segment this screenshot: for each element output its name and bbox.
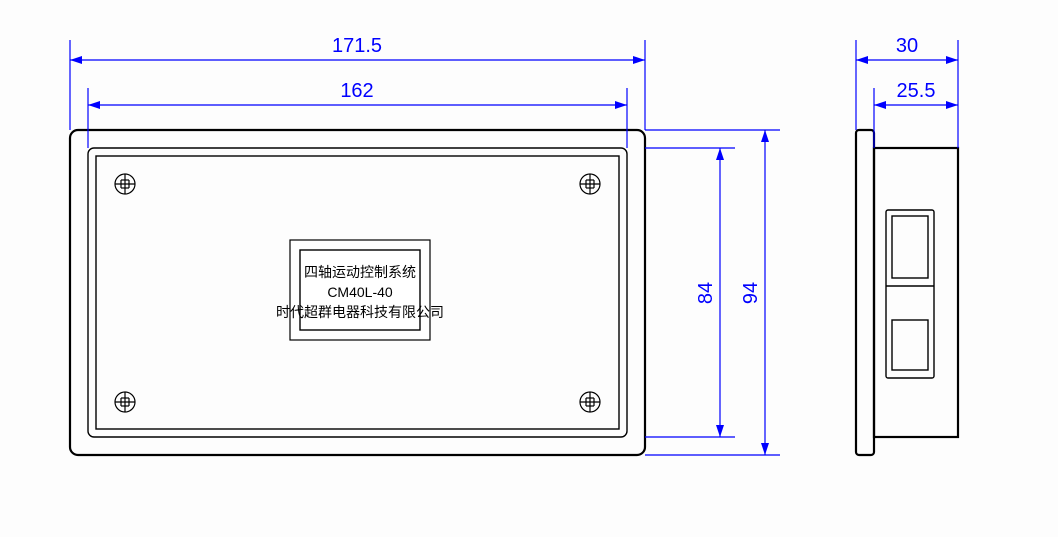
side-flange [856, 130, 874, 455]
screw-icon [115, 174, 135, 194]
technical-drawing: 四轴运动控制系统 CM40L-40 时代超群电器科技有限公司 171.5 162 [0, 0, 1058, 537]
side-port-a [892, 216, 928, 278]
label-line3: 时代超群电器科技有限公司 [276, 304, 444, 320]
label-line1: 四轴运动控制系统 [304, 264, 416, 280]
dim-side-width-total: 30 [896, 35, 918, 57]
dim-height-inner: 84 [695, 282, 717, 304]
front-view: 四轴运动控制系统 CM40L-40 时代超群电器科技有限公司 [70, 130, 645, 455]
dim-side-width-body: 25.5 [897, 80, 936, 102]
side-port-outer [886, 210, 934, 378]
side-view [856, 130, 958, 455]
dim-height-outer: 94 [740, 282, 762, 304]
screw-icon [115, 392, 135, 412]
screw-icon [580, 392, 600, 412]
side-port-b [892, 320, 928, 370]
label-line2: CM40L-40 [327, 284, 393, 300]
dim-width-inner: 162 [340, 80, 373, 102]
screw-icon [580, 174, 600, 194]
dim-width-outer: 171.5 [332, 35, 382, 57]
